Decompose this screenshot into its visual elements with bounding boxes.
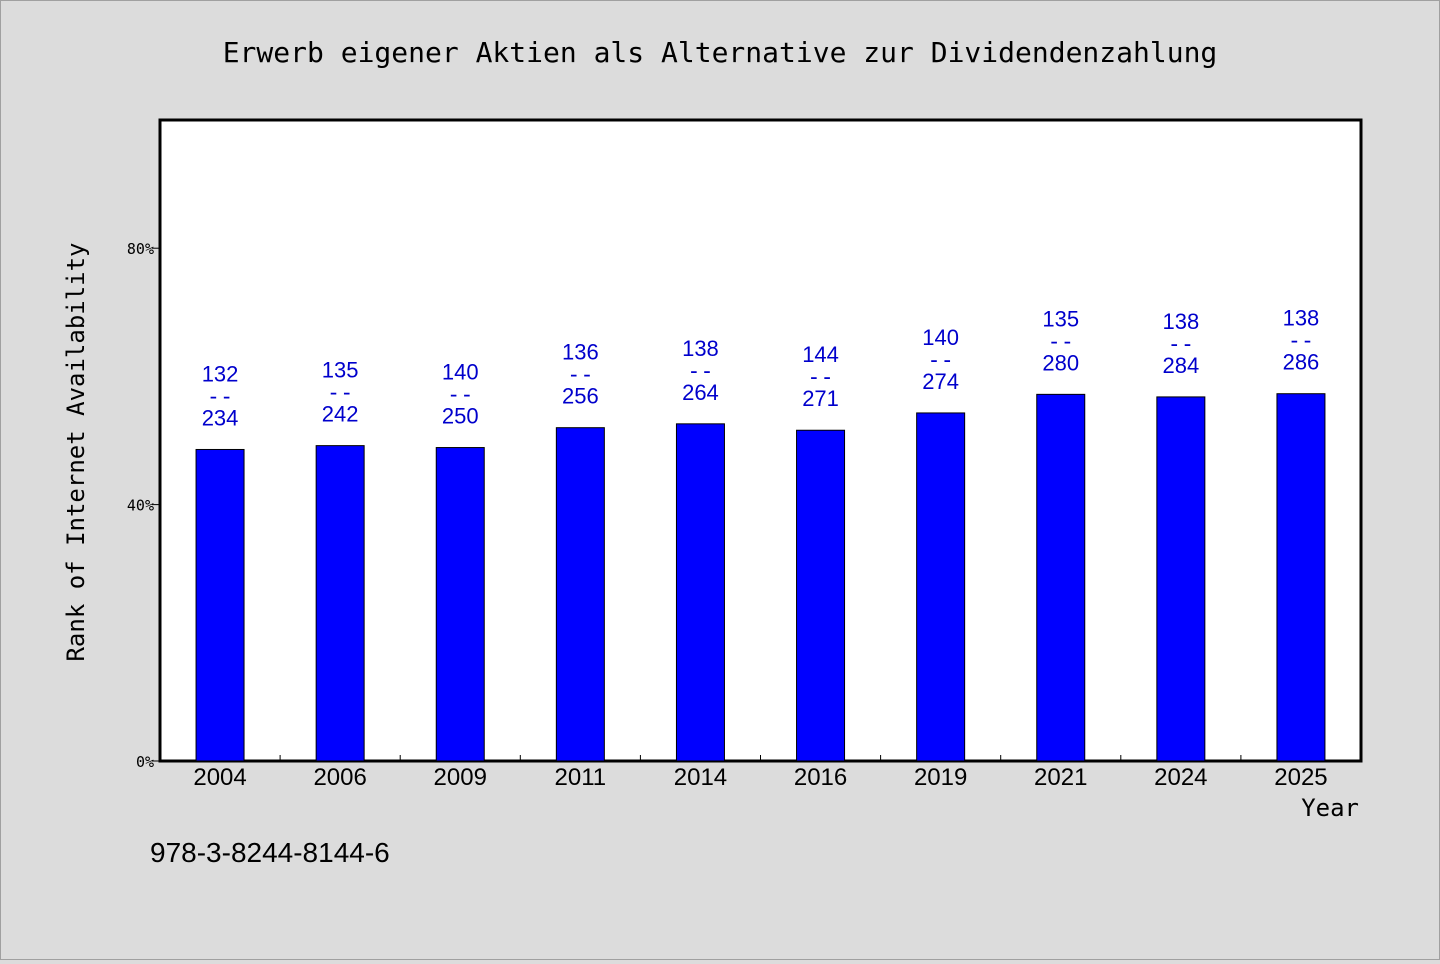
bar-label-separator-2011: -- (567, 363, 594, 388)
bar-label-separator-2024: -- (1168, 332, 1195, 357)
x-tick-label-2025: 2025 (1274, 764, 1327, 791)
x-tick-label-2014: 2014 (674, 764, 727, 791)
bar-label-separator-2019: -- (927, 348, 954, 373)
bar-label-bottom-2004: 234 (202, 405, 239, 430)
bar-label-separator-2021: -- (1048, 329, 1075, 354)
x-tick-label-2011: 2011 (555, 764, 607, 791)
bar-label-bottom-2021: 280 (1042, 350, 1079, 375)
y-tick-label-40: 40% (127, 497, 154, 515)
bar-2004 (195, 448, 245, 762)
bar-label-bottom-2019: 274 (922, 369, 959, 394)
bar-2021 (1036, 393, 1086, 762)
x-axis-label: Year (1301, 794, 1359, 822)
bar-label-bottom-2016: 271 (802, 386, 839, 411)
x-tick-label-2019: 2019 (914, 764, 967, 791)
bar-label-top-2014: 138 (682, 336, 719, 361)
bar-label-separator-2025: -- (1288, 329, 1315, 354)
bar-label-top-2004: 132 (202, 361, 239, 386)
y-axis: 0% 40% 80% (127, 240, 160, 771)
y-tick-label-0: 0% (136, 753, 154, 771)
bar-label-bottom-2006: 242 (322, 402, 359, 427)
bar-label-top-2011: 136 (562, 340, 599, 365)
y-axis-label: Rank of Internet Availability (62, 242, 90, 661)
bar-label-separator-2014: -- (687, 359, 714, 384)
bar-label-top-2025: 138 (1283, 306, 1320, 331)
bar-label-top-2016: 144 (802, 342, 839, 367)
bar-label-separator-2016: -- (807, 365, 834, 390)
bar-label-bottom-2014: 264 (682, 380, 719, 405)
footnote-isbn: 978-3-8244-8144-6 (150, 837, 390, 868)
bar-label-top-2024: 138 (1162, 309, 1199, 334)
bar-2025 (1276, 393, 1326, 762)
bar-label-separator-2004: -- (207, 384, 234, 409)
bar-group (195, 393, 1326, 762)
bar-label-top-2009: 140 (442, 360, 479, 385)
bar-label-top-2021: 135 (1042, 306, 1079, 331)
bar-label-top-2006: 135 (322, 358, 359, 383)
x-tick-label-2009: 2009 (434, 764, 487, 791)
x-tick-label-2006: 2006 (313, 764, 366, 791)
bar-label-separator-2006: -- (327, 381, 354, 406)
bar-2011 (555, 427, 605, 762)
bar-label-group: 132--234135--242140--250136--256138--264… (202, 306, 1320, 431)
bar-2019 (916, 412, 966, 762)
bar-2014 (675, 423, 725, 762)
bar-label-bottom-2011: 256 (562, 384, 599, 409)
bar-label-bottom-2009: 250 (442, 404, 479, 429)
x-tick-label-2016: 2016 (794, 764, 847, 791)
x-tick-label-2021: 2021 (1034, 764, 1087, 791)
chart-title: Erwerb eigener Aktien als Alternative zu… (223, 36, 1218, 69)
bar-2006 (315, 445, 365, 762)
bar-label-top-2019: 140 (922, 325, 959, 350)
bar-label-bottom-2024: 284 (1162, 353, 1199, 378)
x-tick-label-2004: 2004 (193, 764, 246, 791)
x-tick-label-2024: 2024 (1154, 764, 1207, 791)
bar-2024 (1156, 396, 1206, 762)
bar-2016 (796, 429, 846, 762)
y-tick-label-80: 80% (127, 240, 154, 258)
bar-label-separator-2009: -- (447, 383, 474, 408)
bar-2009 (435, 447, 485, 762)
x-axis: 2004 2006 2009 2011 2014 2016 2019 2021 2024 2025 (193, 755, 1328, 791)
bar-label-bottom-2025: 286 (1283, 350, 1320, 375)
